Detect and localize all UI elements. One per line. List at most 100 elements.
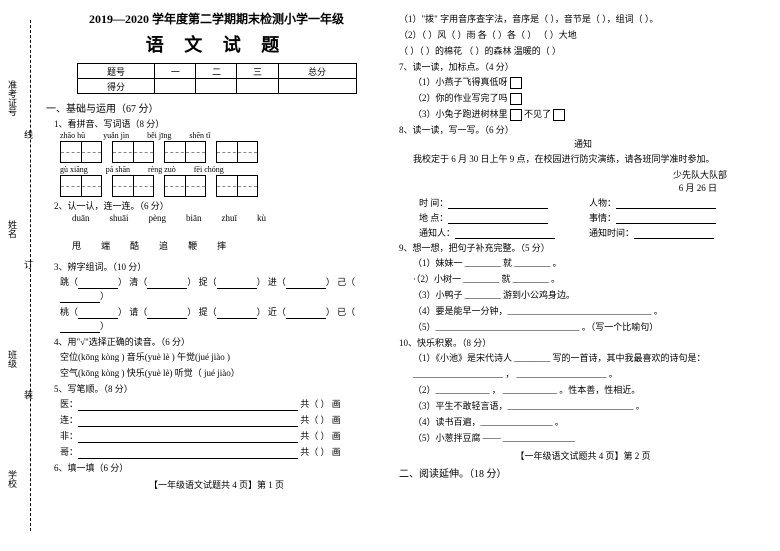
blank[interactable]: [78, 449, 298, 459]
q6-sub2b: （ ）（ ）的棉花 （ ）的森林 温暖的（ ）: [399, 44, 767, 58]
pinyin-row: zhāo hū yuǎn jìn běi jīng shēn tǐ: [60, 131, 387, 140]
blank[interactable]: [616, 199, 716, 209]
tianzige-cell[interactable]: [216, 141, 258, 163]
match-pinyin: duān: [72, 213, 90, 223]
tianzige-cell[interactable]: [216, 175, 258, 197]
blank[interactable]: [634, 229, 714, 239]
q7-item: （3）小兔子跑进树林里 不见了: [413, 107, 767, 121]
match-pinyin: zhuī: [222, 213, 238, 223]
q3-row: 跳（） 清（） 捉（） 进（） 己（）: [60, 275, 387, 303]
blank[interactable]: [60, 293, 100, 303]
match-char: 端: [101, 239, 110, 252]
pinyin: rèng zuò: [148, 165, 176, 174]
punct-box[interactable]: [510, 77, 522, 89]
tianzige-cell[interactable]: [60, 141, 102, 163]
match-pinyin: pèng: [149, 213, 167, 223]
blank[interactable]: [455, 229, 555, 239]
score-header: 总分: [278, 64, 356, 79]
binding-margin: 准考证号 线 姓名 订 班级 装 学校: [0, 0, 40, 551]
binding-label: 准考证号: [6, 80, 19, 116]
section-heading: 一、基础与运用（67 分）: [46, 100, 387, 115]
match-pinyin: kù: [257, 213, 266, 223]
q9-item: （4）要是能早一分钟，_____________________________…: [413, 304, 767, 318]
match-char: 酷: [130, 239, 139, 252]
blank[interactable]: [448, 199, 548, 209]
score-cell[interactable]: [278, 79, 356, 94]
binding-mark: 线: [22, 130, 35, 139]
blank[interactable]: [78, 401, 298, 411]
q9-item: ·（2）小树一 ________ 就 ________ 。: [413, 272, 767, 286]
right-column: （1）"拨" 字用音序查字法，音序是（ ），音节是（ ），组词（ ）。 （2）（…: [395, 0, 775, 551]
section-heading: 二、阅读延伸。（18 分）: [399, 465, 767, 480]
blank[interactable]: [448, 214, 548, 224]
pinyin: pá shān: [106, 165, 130, 174]
tianzige-cell[interactable]: [164, 141, 206, 163]
page-footer: 【一年级语文试题共 4 页】第 2 页: [399, 449, 767, 462]
blank[interactable]: [60, 323, 100, 333]
q9-item: （3）小鸭子 ________ 游到小公鸡身边。: [413, 288, 767, 302]
score-row-label: 得分: [77, 79, 155, 94]
binding-label: 学校: [6, 470, 19, 488]
notice-fields: 时 间： 人物： 地 点： 事情： 通知人： 通知时间：: [419, 196, 767, 239]
punct-box[interactable]: [510, 93, 522, 105]
binding-line: [30, 20, 31, 531]
notice-title: 通知: [399, 137, 767, 150]
binding-label: 姓名: [6, 220, 19, 238]
tianzige-cell[interactable]: [164, 175, 206, 197]
pinyin: yuǎn jìn: [103, 131, 129, 140]
blank[interactable]: [78, 279, 118, 289]
match-char: 摔: [217, 239, 226, 252]
punct-box[interactable]: [553, 109, 565, 121]
stroke-row: 医： 共（ ） 画: [60, 397, 387, 411]
punct-box[interactable]: [510, 109, 522, 121]
page-footer: 【一年级语文试题共 4 页】第 1 页: [46, 478, 387, 491]
match-char: 追: [159, 239, 168, 252]
question-heading: 4、用"√"选择正确的读音。（6 分）: [54, 335, 387, 348]
question-heading: 9、想一想，把句子补充完整。（5 分）: [399, 241, 767, 254]
tianzige-row: [60, 175, 387, 197]
question-heading: 5、写笔顺。（8 分）: [54, 382, 387, 395]
q7-item: （2）你的作业写完了吗: [413, 91, 767, 105]
left-column: 2019—2020 学年度第二学期期末检测小学一年级 语 文 试 题 题号 一 …: [40, 0, 395, 551]
blank[interactable]: [147, 279, 187, 289]
blank[interactable]: [217, 309, 257, 319]
blank[interactable]: [78, 417, 298, 427]
blank[interactable]: [286, 279, 326, 289]
blank[interactable]: [616, 214, 716, 224]
score-cell[interactable]: [196, 79, 237, 94]
q4-row: 空气(kōng kòng ) 快乐(yuè lè) 听觉（ jué jiào）: [60, 366, 387, 380]
pinyin: fēi chóng: [194, 165, 224, 174]
score-cell[interactable]: [237, 79, 278, 94]
blank[interactable]: [78, 433, 298, 443]
score-header: 题号: [77, 64, 155, 79]
score-cell[interactable]: [155, 79, 196, 94]
q10-item: （5）小葱拌豆腐 —— ________________: [413, 431, 767, 445]
binding-mark: 订: [22, 260, 35, 269]
blank[interactable]: [78, 309, 118, 319]
question-heading: 7、读一读，加标点。（4 分）: [399, 60, 767, 73]
notice-sign: 少先队大队部: [399, 168, 727, 181]
tianzige-cell[interactable]: [112, 175, 154, 197]
q9-item: （1）妹妹一 ________ 就 ________ 。: [413, 256, 767, 270]
q10-item: ____________________ ， _________________…: [413, 367, 767, 381]
tianzige-cell[interactable]: [112, 141, 154, 163]
score-header: 三: [237, 64, 278, 79]
tianzige-cell[interactable]: [60, 175, 102, 197]
match-pinyin-row: duān shuāi pèng biān zhuī kù: [72, 213, 387, 223]
match-char: 鞭: [188, 239, 197, 252]
pinyin-row: gù xiāng pá shān rèng zuò fēi chóng: [60, 165, 387, 174]
match-char: 甩: [72, 239, 81, 252]
blank[interactable]: [286, 309, 326, 319]
q10-item: （4）读书百遍，________________ 。: [413, 415, 767, 429]
q10-item: （2）____________ ， ____________ 。性本善，性相近。: [413, 383, 767, 397]
score-header: 二: [196, 64, 237, 79]
exam-title-line2: 语 文 试 题: [46, 31, 387, 57]
blank[interactable]: [217, 279, 257, 289]
tianzige-row: [60, 141, 387, 163]
pinyin: zhāo hū: [60, 131, 85, 140]
score-header: 一: [155, 64, 196, 79]
blank[interactable]: [147, 309, 187, 319]
stroke-row: 哥： 共（ ） 画: [60, 445, 387, 459]
pinyin: gù xiāng: [60, 165, 88, 174]
pinyin: shēn tǐ: [189, 131, 210, 140]
